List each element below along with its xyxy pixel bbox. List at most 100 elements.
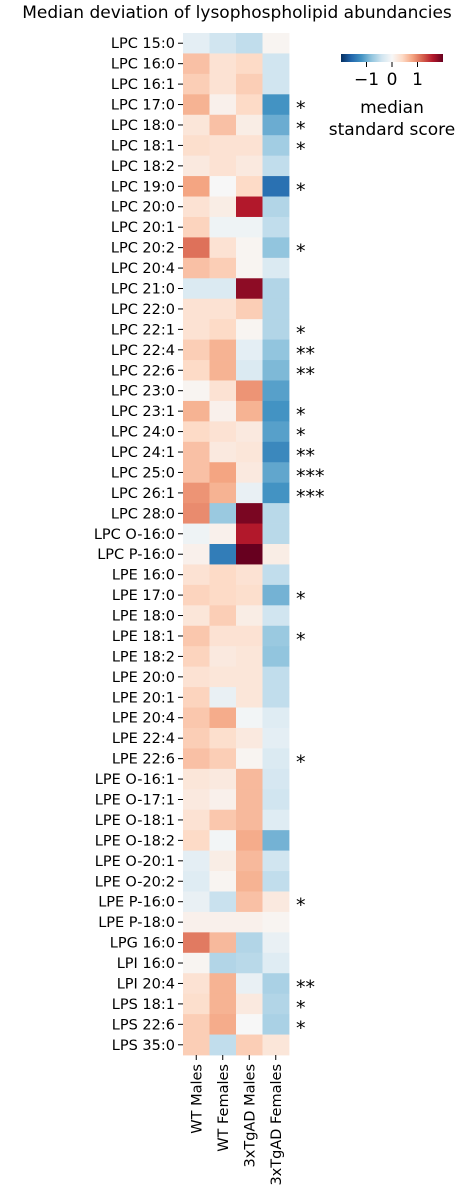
heatmap-cell (209, 114, 237, 136)
heatmap-cell (209, 911, 237, 933)
heatmap-cell (262, 727, 290, 749)
row-label: LPE 18:2 (112, 649, 175, 665)
heatmap-cell (236, 666, 263, 688)
row-label: LPE 20:0 (112, 670, 175, 686)
heatmap-cell (209, 830, 237, 851)
heatmap-cell (183, 830, 210, 851)
row-label: LPC 15:0 (111, 36, 175, 52)
heatmap-cell (262, 932, 290, 954)
heatmap-cell (236, 605, 263, 627)
colorbar-label-line1: median (360, 98, 424, 118)
heatmap-cell (183, 789, 210, 811)
heatmap-cell (262, 257, 290, 279)
column-ticks (195, 1055, 277, 1060)
heatmap-cell (236, 768, 263, 790)
significance-marker: * (296, 425, 306, 447)
row-label: LPG 16:0 (110, 936, 175, 952)
significance-marker: * (296, 179, 306, 201)
heatmap-cell (209, 993, 237, 1015)
heatmap-cell (209, 400, 237, 422)
heatmap-cell (209, 1034, 237, 1056)
colorbar: −1 0 1 median standard score (329, 54, 455, 140)
heatmap-cell (236, 523, 263, 545)
heatmap-cell (262, 135, 290, 157)
significance-marker: * (296, 98, 306, 120)
heatmap-cell (262, 176, 290, 197)
heatmap-cell (209, 523, 237, 545)
heatmap-cell (209, 687, 237, 708)
heatmap-cell (209, 319, 237, 340)
heatmap-cell (236, 871, 263, 892)
heatmap-cell (236, 216, 263, 238)
heatmap-cell (183, 871, 210, 892)
significance-marker: *** (296, 465, 325, 487)
heatmap-cell (209, 932, 237, 954)
row-label: LPE P-16:0 (98, 895, 175, 911)
heatmap-cell (183, 196, 210, 218)
heatmap-cell (183, 155, 210, 177)
heatmap-cell (262, 73, 290, 95)
heatmap-cell (236, 360, 263, 381)
heatmap-cell (262, 482, 290, 504)
heatmap-cell (262, 94, 290, 116)
heatmap-cell (183, 176, 210, 197)
heatmap-cell (236, 155, 263, 177)
heatmap-cell (262, 216, 290, 238)
row-label: LPE 22:6 (112, 752, 175, 768)
heatmap-cell (209, 891, 237, 913)
row-label: LPC 25:0 (111, 465, 175, 481)
heatmap-cell (262, 114, 290, 136)
significance-marker: * (296, 629, 306, 651)
heatmap-cell (209, 155, 237, 177)
heatmap-cell (183, 53, 210, 75)
row-labels: LPC 15:0 LPC 16:0 LPC 16:1 LPC 17:0 LPC 18:0… (94, 36, 175, 1054)
heatmap-cell (209, 237, 237, 259)
heatmap-cell (183, 421, 210, 443)
colorbar-tick-label: 1 (412, 70, 423, 90)
heatmap-cell (209, 646, 237, 668)
heatmap-cell (209, 748, 237, 770)
heatmap-cell (183, 605, 210, 627)
heatmap-cell (236, 441, 263, 463)
significance-marker: * (296, 241, 306, 263)
row-label: LPC 23:0 (111, 384, 175, 400)
significance-markers: **************************** (296, 98, 325, 1040)
heatmap-cell (236, 257, 263, 279)
heatmap-cell (209, 462, 237, 484)
heatmap-cell (236, 544, 263, 565)
row-label: LPC 20:1 (111, 220, 175, 236)
heatmap-cell (262, 830, 290, 851)
heatmap-cell (209, 973, 237, 995)
heatmap-cell (209, 257, 237, 279)
heatmap-cell (209, 666, 237, 688)
column-label: WT Males (189, 1064, 205, 1134)
heatmap-cell (183, 809, 210, 831)
heatmap-cell (262, 278, 290, 300)
heatmap-cell (183, 441, 210, 463)
heatmap-cell (183, 503, 210, 524)
row-label: LPS 18:1 (112, 997, 175, 1013)
heatmap-cell (209, 482, 237, 504)
row-label: LPC 23:1 (111, 404, 175, 420)
heatmap-cell (236, 298, 263, 320)
heatmap-cell (236, 462, 263, 484)
heatmap-cell (262, 789, 290, 811)
heatmap-cell (183, 952, 210, 974)
significance-marker: * (296, 588, 306, 610)
row-label: LPE 16:0 (112, 568, 175, 584)
heatmap-cell (183, 135, 210, 157)
heatmap-cell (209, 544, 237, 565)
heatmap-cell (209, 584, 237, 606)
heatmap-cell (183, 114, 210, 136)
chart-title: Median deviation of lysophospholipid abu… (22, 3, 452, 23)
row-label: LPC 26:1 (111, 486, 175, 502)
heatmap-cell (236, 850, 263, 872)
significance-marker: * (296, 895, 306, 917)
heatmap-cell (209, 605, 237, 627)
heatmap-cell (236, 94, 263, 116)
significance-marker: * (296, 997, 306, 1019)
heatmap-cell (209, 564, 237, 586)
heatmap-cell (236, 319, 263, 340)
heatmap-cell (262, 748, 290, 770)
significance-marker: * (296, 322, 306, 344)
